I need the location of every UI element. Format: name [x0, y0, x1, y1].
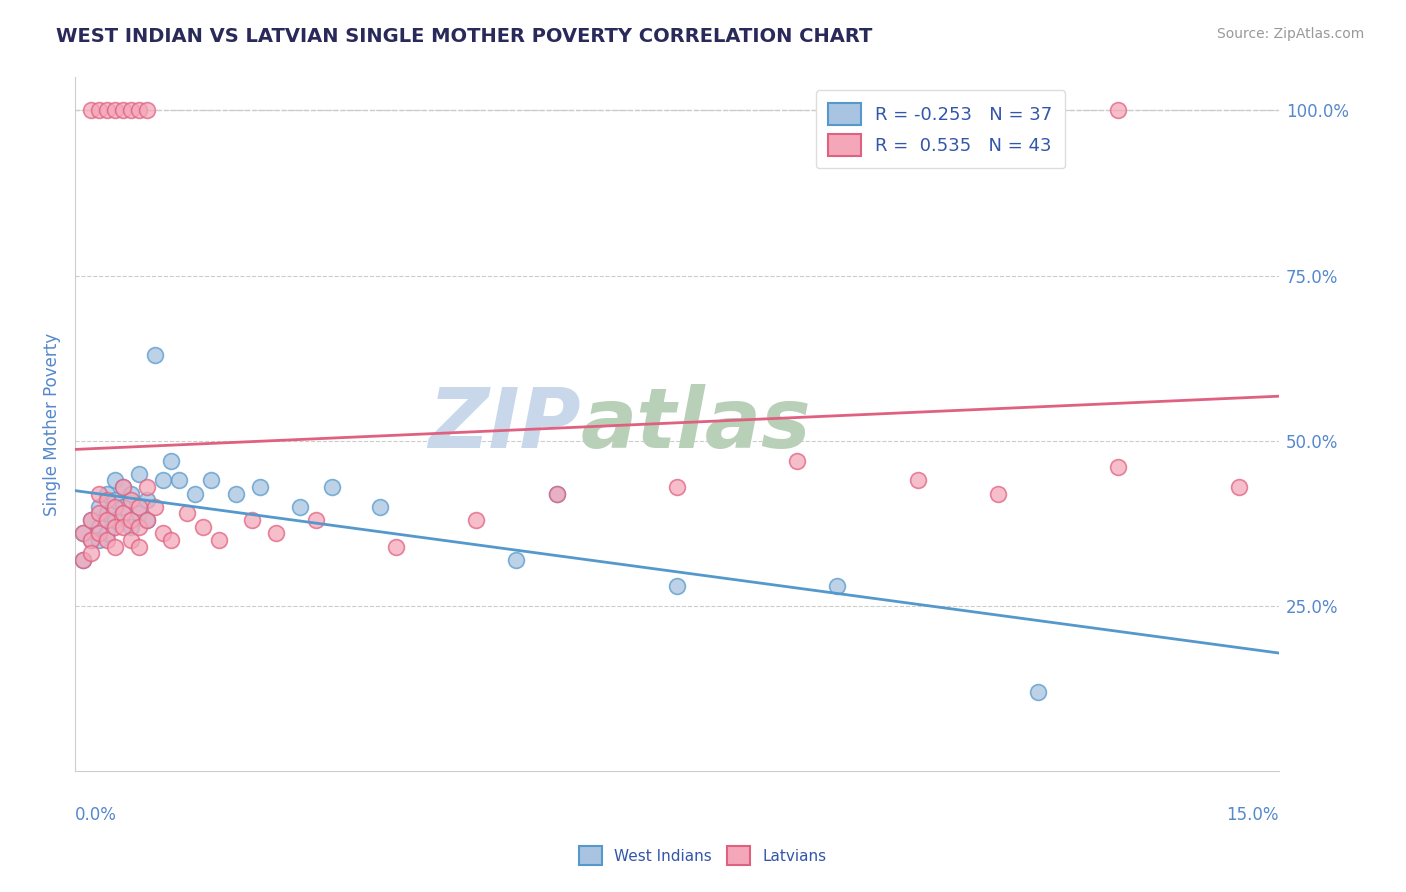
Point	[120, 493, 142, 508]
Point	[1227, 480, 1250, 494]
Point	[368, 500, 391, 514]
Point	[136, 513, 159, 527]
Point	[96, 526, 118, 541]
Text: 0.0%: 0.0%	[75, 805, 117, 824]
Point	[120, 486, 142, 500]
Point	[112, 103, 135, 118]
Text: atlas: atlas	[581, 384, 811, 465]
Point	[112, 507, 135, 521]
Point	[72, 526, 94, 541]
Point	[120, 519, 142, 533]
Point	[96, 486, 118, 500]
Text: ZIP: ZIP	[427, 384, 581, 465]
Point	[104, 103, 127, 118]
Point	[160, 453, 183, 467]
Point	[96, 103, 118, 118]
Point	[120, 103, 142, 118]
Point	[80, 533, 103, 547]
Point	[160, 533, 183, 547]
Point	[87, 526, 110, 541]
Point	[96, 493, 118, 508]
Point	[72, 552, 94, 566]
Point	[120, 533, 142, 547]
Point	[104, 493, 127, 508]
Point	[80, 103, 103, 118]
Point	[827, 579, 849, 593]
Point	[152, 526, 174, 541]
Legend: R = -0.253   N = 37, R =  0.535   N = 43: R = -0.253 N = 37, R = 0.535 N = 43	[815, 90, 1066, 169]
Point	[321, 480, 343, 494]
Point	[907, 474, 929, 488]
Point	[96, 533, 118, 547]
Point	[80, 546, 103, 560]
Point	[225, 486, 247, 500]
Point	[136, 493, 159, 508]
Point	[128, 540, 150, 554]
Point	[385, 540, 408, 554]
Point	[128, 467, 150, 481]
Text: 15.0%: 15.0%	[1226, 805, 1279, 824]
Point	[184, 486, 207, 500]
Point	[104, 519, 127, 533]
Point	[288, 500, 311, 514]
Point	[152, 474, 174, 488]
Point	[128, 500, 150, 514]
Point	[1026, 685, 1049, 699]
Point	[87, 533, 110, 547]
Point	[249, 480, 271, 494]
Point	[112, 519, 135, 533]
Legend: West Indians, Latvians: West Indians, Latvians	[574, 840, 832, 871]
Point	[104, 513, 127, 527]
Point	[80, 533, 103, 547]
Point	[208, 533, 231, 547]
Y-axis label: Single Mother Poverty: Single Mother Poverty	[44, 333, 60, 516]
Point	[112, 480, 135, 494]
Point	[72, 526, 94, 541]
Point	[505, 552, 527, 566]
Point	[87, 486, 110, 500]
Point	[240, 513, 263, 527]
Point	[827, 103, 849, 118]
Point	[136, 513, 159, 527]
Point	[465, 513, 488, 527]
Point	[87, 500, 110, 514]
Point	[96, 507, 118, 521]
Point	[1107, 103, 1129, 118]
Text: Source: ZipAtlas.com: Source: ZipAtlas.com	[1216, 27, 1364, 41]
Point	[546, 486, 568, 500]
Point	[96, 513, 118, 527]
Point	[104, 500, 127, 514]
Point	[200, 474, 222, 488]
Point	[1107, 460, 1129, 475]
Point	[80, 513, 103, 527]
Point	[120, 513, 142, 527]
Point	[104, 474, 127, 488]
Point	[305, 513, 328, 527]
Point	[104, 540, 127, 554]
Point	[112, 500, 135, 514]
Point	[169, 474, 191, 488]
Point	[112, 480, 135, 494]
Point	[546, 486, 568, 500]
Point	[136, 103, 159, 118]
Point	[665, 480, 688, 494]
Point	[143, 500, 166, 514]
Point	[72, 552, 94, 566]
Point	[87, 519, 110, 533]
Text: WEST INDIAN VS LATVIAN SINGLE MOTHER POVERTY CORRELATION CHART: WEST INDIAN VS LATVIAN SINGLE MOTHER POV…	[56, 27, 873, 45]
Point	[136, 480, 159, 494]
Point	[665, 579, 688, 593]
Point	[87, 103, 110, 118]
Point	[128, 507, 150, 521]
Point	[786, 453, 808, 467]
Point	[128, 103, 150, 118]
Point	[80, 513, 103, 527]
Point	[128, 519, 150, 533]
Point	[87, 507, 110, 521]
Point	[193, 519, 215, 533]
Point	[143, 348, 166, 362]
Point	[987, 486, 1010, 500]
Point	[176, 507, 198, 521]
Point	[264, 526, 287, 541]
